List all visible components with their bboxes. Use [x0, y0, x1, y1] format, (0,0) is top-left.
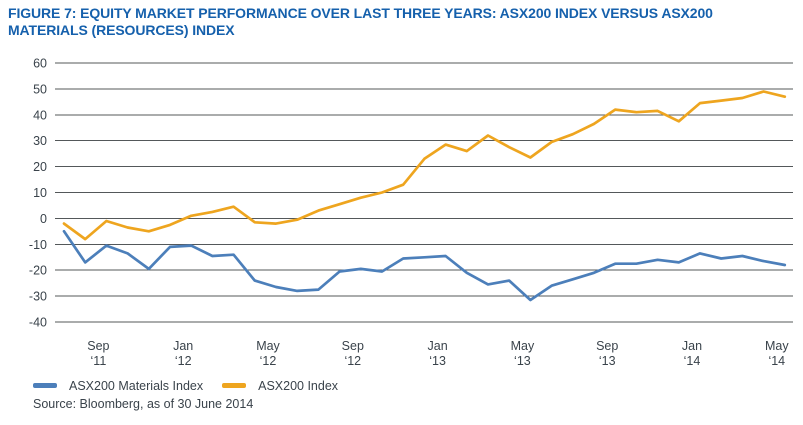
gridlines — [55, 62, 793, 323]
x-tick-month: Jan — [428, 339, 448, 353]
x-tick-year: ‘12 — [260, 354, 277, 368]
y-tick-label: -10 — [29, 238, 47, 252]
x-tick-month: Jan — [682, 339, 702, 353]
x-tick-year: ‘13 — [429, 354, 446, 368]
materials-line-swatch-icon — [33, 383, 57, 388]
series-line-asx200-index — [62, 90, 787, 241]
x-tick-month: May — [765, 339, 789, 353]
x-tick-year: ‘14 — [768, 354, 785, 368]
x-tick-year: ‘13 — [514, 354, 531, 368]
legend-item-asx200: ASX200 Index — [222, 379, 338, 393]
x-tick-year: ‘13 — [599, 354, 616, 368]
y-tick-label: -20 — [29, 264, 47, 278]
x-tick-year: ‘14 — [684, 354, 701, 368]
x-tick-month: Sep — [342, 339, 364, 353]
y-tick-label: -40 — [29, 316, 47, 330]
legend-item-asx200-materials: ASX200 Materials Index — [33, 379, 203, 393]
series-line-asx200-materials-index — [62, 229, 787, 302]
chart-legend: ASX200 Materials Index ASX200 Index — [33, 378, 357, 393]
asx200-line-swatch-icon — [222, 383, 247, 388]
y-tick-label: 20 — [33, 160, 47, 174]
figure-title: FIGURE 7: EQUITY MARKET PERFORMANCE OVER… — [8, 5, 713, 38]
equity-performance-line-chart: 6050403020100-10-20-30-40Sep‘11Jan‘12May… — [29, 57, 793, 368]
x-tick-month: May — [511, 339, 535, 353]
y-tick-label: 0 — [40, 212, 47, 226]
y-tick-label: 10 — [33, 186, 47, 200]
x-tick-year: ‘12 — [175, 354, 192, 368]
x-tick-month: Jan — [173, 339, 193, 353]
y-axis-labels: 60 50 40 30 20 10 0 -10 -20 -30 -40 — [29, 57, 47, 330]
legend-label: ASX200 Index — [258, 378, 339, 393]
x-tick-month: May — [256, 339, 280, 353]
y-tick-label: 50 — [33, 82, 47, 96]
source-note: Source: Bloomberg, as of 30 June 2014 — [33, 397, 254, 411]
legend-label: ASX200 Materials Index — [69, 378, 204, 393]
x-tick-month: Sep — [87, 339, 109, 353]
x-tick-month: Sep — [596, 339, 618, 353]
y-tick-label: 60 — [33, 57, 47, 71]
x-tick-year: ‘11 — [91, 354, 107, 368]
y-tick-label: -30 — [29, 290, 47, 304]
y-tick-label: 40 — [33, 108, 47, 122]
x-axis-labels: Sep‘11Jan‘12May‘12Sep‘12Jan‘13May‘13Sep‘… — [87, 339, 789, 368]
x-tick-year: ‘12 — [344, 354, 361, 368]
y-tick-label: 30 — [33, 134, 47, 148]
